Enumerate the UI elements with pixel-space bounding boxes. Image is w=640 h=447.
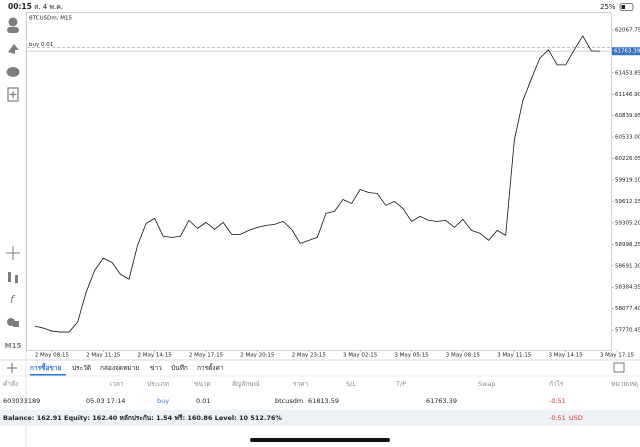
timeframe[interactable]: M15 [5, 342, 22, 350]
battery-icon [619, 3, 634, 11]
table-cell: btcusdm [275, 397, 303, 405]
tab[interactable]: การซื้อขาย [30, 362, 61, 372]
chart: 62067.75 61453.85 61146.90 60839.95 60533.00… [27, 27, 640, 359]
tab-bar: การซื้อขาย ประวัติ กล่องจดหมาย ข่าว บันทึก กา… [30, 362, 224, 376]
add-button[interactable] [7, 363, 17, 373]
status-date: ส. 4 พ.ค. [34, 3, 63, 11]
table-header: Swap [478, 380, 496, 388]
y-tick-label: 58691.30 [615, 263, 640, 269]
left-toolbar: f M15 [5, 17, 22, 350]
table-header: หมายเหตุ [611, 380, 638, 388]
table-header: เวลา [110, 380, 124, 388]
active-tab-underline [30, 374, 66, 376]
current-price-label: 61763.39 [614, 49, 640, 55]
y-tick-label: 61146.90 [615, 92, 640, 98]
table-cell: -0.51 [549, 397, 566, 405]
summary-text: Balance: 162.91 Equity: 162.40 หลักประกั… [3, 414, 282, 422]
table-header: S/L [346, 380, 356, 388]
home-indicator [250, 438, 390, 442]
account-icon[interactable] [8, 17, 18, 27]
positions-table: คำสั่ง เวลา ประเภท ขนาด สัญลักษณ์ ราคา S/L T/P S… [3, 379, 638, 405]
new-order-plus [9, 91, 17, 98]
crosshair-icon[interactable] [6, 246, 20, 260]
y-tick-label: 62067.75 [615, 27, 640, 33]
table-cell: 61763.39 [426, 397, 457, 405]
tab[interactable]: บันทึก [171, 364, 188, 372]
table-cell: 0.01 [196, 397, 210, 405]
chart-frame [26, 12, 612, 351]
tab[interactable]: กล่องจดหมาย [100, 364, 139, 372]
new-order-icon[interactable] [7, 87, 19, 102]
account-icon-body [7, 27, 19, 33]
y-tick-label: 60839.95 [615, 113, 640, 119]
y-tick-label: 58998.25 [615, 242, 640, 248]
tab[interactable]: การตั้งค่า [197, 363, 224, 372]
function-icon[interactable]: f [10, 293, 16, 306]
x-tick-label: 3 May 14:15 [549, 353, 584, 359]
x-tick-label: 3 May 11:15 [497, 353, 532, 359]
battery-level [621, 5, 625, 9]
indicator-icon[interactable] [8, 272, 18, 283]
table-cell: buy [157, 397, 169, 405]
y-tick-label: 59305.20 [615, 220, 640, 226]
summary-bar [0, 410, 640, 426]
y-tick-label: 57770.45 [615, 328, 640, 334]
y-tick-label: 60226.05 [615, 156, 640, 162]
tab[interactable]: ประวัติ [72, 364, 91, 372]
chat-icon[interactable] [6, 67, 20, 77]
y-tick-label: 58077.40 [615, 306, 640, 312]
x-tick-label: 3 May 17:15 [600, 353, 635, 359]
y-tick-label: 60533.00 [615, 135, 640, 141]
current-price-box [612, 47, 640, 56]
table-cell: 61813.59 [308, 397, 339, 405]
table-header: คำสั่ง [3, 379, 18, 388]
status-time: 00:15 [8, 2, 32, 11]
table-cell: 603033189 [3, 397, 40, 405]
y-tick-label: 61453.85 [615, 70, 640, 76]
objects-icon-square [13, 321, 19, 327]
order-line-label: buy 0.01 [29, 42, 53, 48]
table-cell: 05.03 17:14 [86, 397, 125, 405]
x-tick-label: 2 May 14:15 [138, 353, 173, 359]
table-header: ขนาด [194, 380, 211, 388]
x-tick-label: 2 May 20:15 [240, 353, 275, 359]
x-tick-label: 2 May 11:15 [86, 353, 121, 359]
trade-icon[interactable] [8, 44, 19, 54]
table-header: ประเภท [147, 380, 169, 388]
tab[interactable]: ข่าว [150, 364, 162, 372]
price-line [34, 35, 600, 333]
y-tick-label: 59612.15 [615, 199, 640, 205]
y-tick-label: 58384.35 [615, 285, 640, 291]
x-tick-label: 3 May 08:15 [446, 353, 481, 359]
x-tick-label: 2 May 17:15 [189, 353, 224, 359]
status-battery: 25% [600, 3, 616, 11]
x-tick-label: 2 May 08:15 [35, 353, 70, 359]
table-header: T/P [395, 380, 406, 388]
table-header: สัญลักษณ์ [232, 380, 260, 388]
table-header: กำไร [549, 380, 564, 388]
summary-profit: -0.51 [549, 414, 566, 422]
chart-title: BTCUSDm, M15 [29, 16, 73, 22]
layout-button[interactable] [613, 362, 625, 373]
y-tick-label: 59919.10 [615, 178, 640, 184]
x-tick-label: 3 May 05:15 [394, 353, 429, 359]
table-header: ราคา [293, 380, 308, 388]
x-tick-label: 2 May 23:15 [292, 353, 327, 359]
x-tick-label: 3 May 02:15 [343, 353, 378, 359]
summary-currency: USD [569, 414, 583, 422]
